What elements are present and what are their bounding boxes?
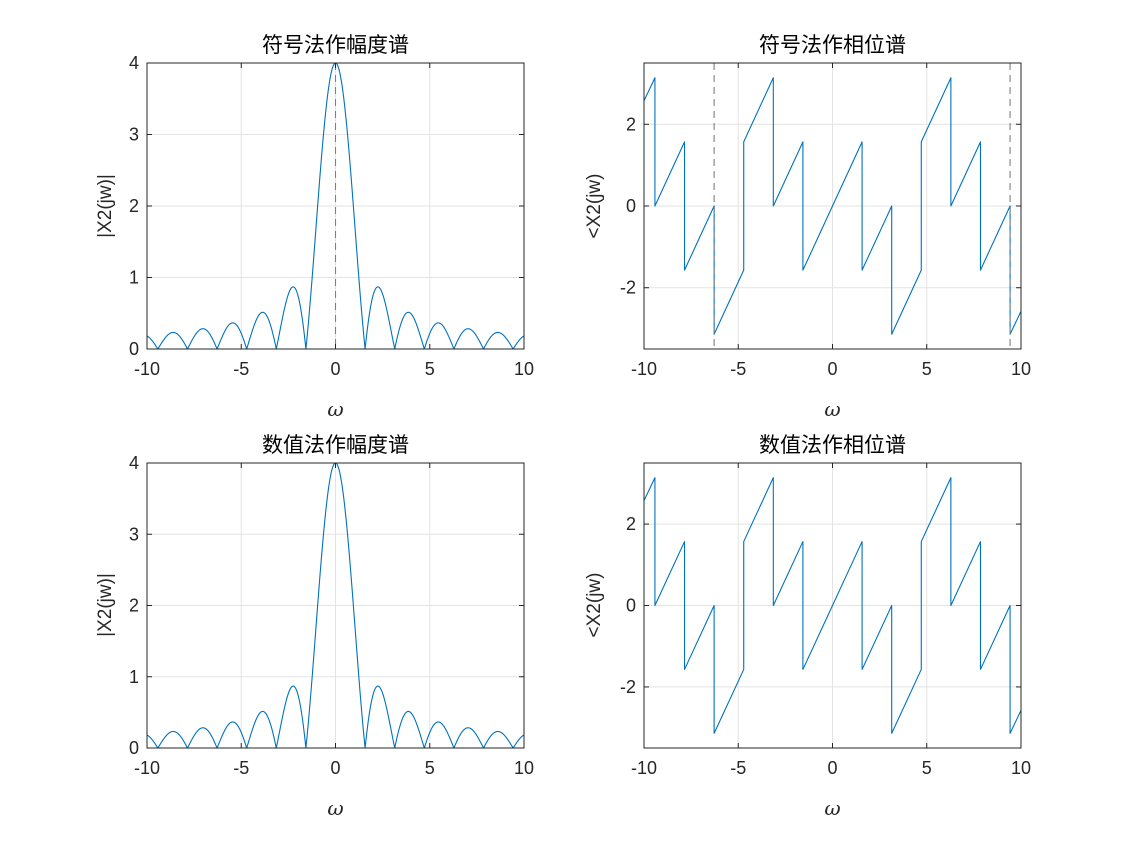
y-tick-label: 1 xyxy=(129,667,139,687)
y-tick-label: 3 xyxy=(129,524,139,544)
x-tick-label: 10 xyxy=(1011,758,1031,778)
x-tick-label: 0 xyxy=(827,758,837,778)
y-tick-label: 0 xyxy=(626,196,636,216)
plot-area xyxy=(644,63,1021,349)
y-axis-label: <X2(jw) xyxy=(584,573,605,638)
x-axis-label: ω xyxy=(327,397,343,421)
x-tick-label: -10 xyxy=(134,359,160,379)
x-axis-label: ω xyxy=(824,796,840,820)
y-tick-label: 3 xyxy=(129,125,139,145)
x-tick-label: 5 xyxy=(425,758,435,778)
chart-title: 数值法作相位谱 xyxy=(759,433,906,457)
y-axis-label: |X2(jw)| xyxy=(95,174,116,238)
series-line xyxy=(147,63,524,349)
x-tick-label: -10 xyxy=(134,758,160,778)
plot-area xyxy=(147,463,524,748)
x-tick-label: -5 xyxy=(730,359,746,379)
x-tick-label: -5 xyxy=(233,359,249,379)
x-axis-label: ω xyxy=(824,397,840,421)
x-tick-label: -5 xyxy=(233,758,249,778)
y-tick-label: 1 xyxy=(129,268,139,288)
x-tick-label: 10 xyxy=(1011,359,1031,379)
subplot-phase-symbolic: 符号法作相位谱 ω <X2(jw) -10 -5 0 5 10 -2 0 2 xyxy=(584,33,1031,421)
chart-title: 数值法作幅度谱 xyxy=(262,433,409,457)
plot-area xyxy=(644,477,1021,734)
x-tick-label: 0 xyxy=(330,758,340,778)
subplot-phase-numeric: 数值法作相位谱 ω <X2(jw) -10 -5 0 5 10 -2 0 2 xyxy=(584,433,1031,820)
x-tick-label: -10 xyxy=(631,359,657,379)
chart-title: 符号法作相位谱 xyxy=(759,33,906,57)
subplot-magnitude-numeric: 数值法作幅度谱 ω |X2(jw)| -10 -5 0 5 10 0 1 2 3 4 xyxy=(95,433,534,820)
series-line xyxy=(644,77,1021,335)
x-tick-label: 10 xyxy=(514,758,534,778)
y-tick-label: 0 xyxy=(626,596,636,616)
x-tick-label: -10 xyxy=(631,758,657,778)
y-tick-label: 0 xyxy=(129,339,139,359)
x-tick-label: 0 xyxy=(330,359,340,379)
y-tick-label: 2 xyxy=(129,596,139,616)
x-axis-label: ω xyxy=(327,796,343,820)
y-tick-label: 4 xyxy=(129,453,139,473)
x-tick-label: 10 xyxy=(514,359,534,379)
subplot-magnitude-symbolic: 符号法作幅度谱 ω |X2(jw)| -10 -5 0 5 10 0 1 2 3 4 xyxy=(95,33,534,421)
x-tick-label: 5 xyxy=(922,359,932,379)
y-tick-label: 2 xyxy=(626,514,636,534)
x-tick-label: 5 xyxy=(922,758,932,778)
x-tick-label: 0 xyxy=(827,359,837,379)
x-tick-label: 5 xyxy=(425,359,435,379)
y-tick-label: 2 xyxy=(129,196,139,216)
y-tick-label: -2 xyxy=(620,278,636,298)
y-tick-label: 4 xyxy=(129,53,139,73)
y-tick-label: 2 xyxy=(626,114,636,134)
series-line xyxy=(644,477,1021,734)
y-tick-label: -2 xyxy=(620,677,636,697)
y-tick-label: 0 xyxy=(129,738,139,758)
y-axis-label: |X2(jw)| xyxy=(95,573,116,637)
x-tick-label: -5 xyxy=(730,758,746,778)
y-axis-label: <X2(jw) xyxy=(584,174,605,239)
chart-title: 符号法作幅度谱 xyxy=(262,33,409,57)
series-line xyxy=(147,463,524,748)
plot-area xyxy=(147,63,524,349)
